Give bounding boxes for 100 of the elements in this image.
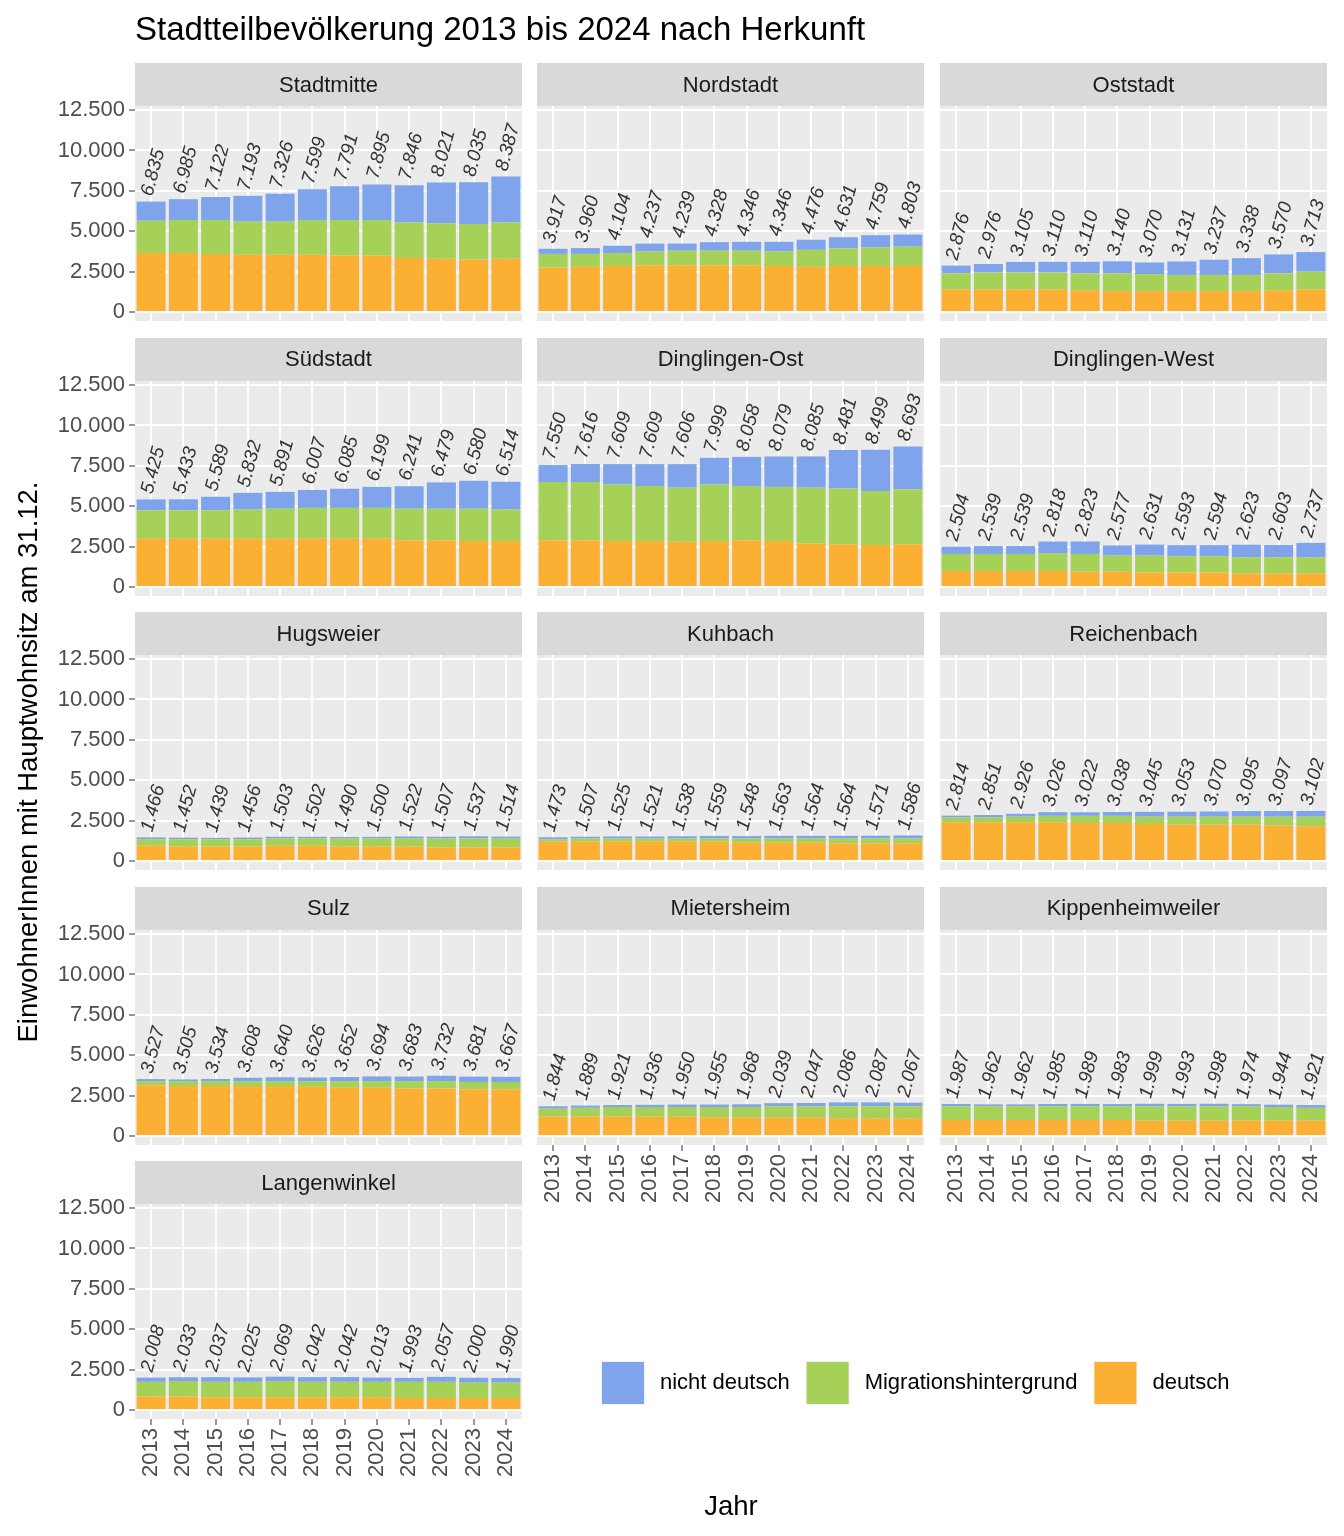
total-label: 3.732	[426, 1019, 459, 1072]
total-label: 1.968	[731, 1048, 765, 1101]
total-label: 1.473	[537, 781, 571, 834]
total-label: 5.433	[168, 443, 201, 496]
y-tick-label: 10.000	[57, 960, 125, 986]
total-label: 1.507	[426, 780, 460, 834]
chart-title: Stadtmitte	[278, 71, 379, 97]
total-label: 1.998	[1198, 1047, 1232, 1100]
chart-title: Oststadt	[1092, 71, 1175, 97]
total-label: 5.589	[200, 440, 234, 493]
total-label: 7.791	[329, 131, 362, 183]
total-label: 1.564	[795, 780, 829, 833]
total-label: 6.007	[297, 433, 331, 486]
total-label: 6.085	[329, 432, 363, 485]
total-label: 6.514	[490, 426, 524, 478]
y-tick-label: 5.000	[69, 491, 125, 517]
total-label: 2.539	[1005, 490, 1039, 543]
total-label: 2.823	[1069, 485, 1103, 539]
legend-label: Migrationshintergrund	[864, 1369, 1078, 1395]
total-label: 3.652	[329, 1021, 363, 1073]
total-label: 1.522	[393, 781, 427, 833]
legend-label: deutsch	[1152, 1369, 1230, 1395]
y-tick-label: 10.000	[57, 685, 125, 711]
x-tick-label: 2014	[571, 1153, 597, 1203]
total-label: 1.987	[940, 1047, 974, 1100]
total-label: 4.237	[634, 187, 668, 241]
total-label: 3.070	[1134, 207, 1168, 259]
y-tick-label: 5.000	[69, 1315, 125, 1341]
total-label: 1.514	[490, 781, 524, 834]
total-label: 7.609	[634, 408, 668, 461]
x-tick-label: 2024	[1296, 1153, 1322, 1203]
x-tick-label: 2019	[330, 1428, 356, 1477]
total-label: 4.328	[699, 186, 732, 239]
x-tick-label: 2013	[539, 1153, 565, 1203]
total-label: 1.921	[1295, 1049, 1329, 1101]
chart-title: Langenwinkel	[261, 1169, 396, 1195]
total-label: 1.571	[860, 780, 893, 833]
total-label: 8.035	[458, 126, 492, 179]
x-tick-label: 2015	[603, 1153, 629, 1203]
total-label: 3.570	[1263, 199, 1297, 251]
total-label: 6.479	[426, 426, 459, 479]
y-tick-label: 12.500	[57, 96, 125, 122]
chart-title: Kuhbach	[687, 620, 774, 646]
total-label: 7.846	[393, 129, 427, 182]
total-label: 2.593	[1166, 489, 1200, 543]
total-label: 3.070	[1198, 756, 1232, 808]
total-label: 3.026	[1037, 756, 1071, 809]
total-label: 3.960	[570, 192, 603, 245]
chart-title: Südstadt	[285, 346, 372, 371]
y-tick-label: 5.000	[69, 1040, 125, 1066]
total-label: 8.499	[860, 393, 894, 446]
y-tick-label: 12.500	[57, 370, 125, 396]
x-tick-label: 2021	[395, 1428, 421, 1477]
x-tick-label: 2019	[732, 1153, 758, 1203]
total-label: 2.851	[972, 760, 1006, 813]
total-label: 3.505	[168, 1023, 201, 1076]
text: EinwohnerInnen mit Hauptwohnsitz am 31.12.	[12, 481, 44, 1043]
y-tick-label: 2.500	[69, 1355, 125, 1381]
total-label: 2.047	[795, 1046, 829, 1100]
total-label: 1.983	[1102, 1048, 1135, 1100]
y-tick-label: 12.500	[57, 919, 125, 945]
total-label: 1.559	[699, 780, 732, 833]
legend-label: nicht deutsch	[660, 1369, 790, 1395]
total-label: 2.000	[458, 1322, 492, 1376]
x-tick-label: 2018	[700, 1153, 726, 1203]
y-tick-label: 2.500	[69, 806, 125, 832]
chart-title: Reichenbach	[1069, 620, 1198, 646]
total-label: 3.038	[1102, 756, 1135, 809]
x-tick-label: 2014	[974, 1153, 1000, 1203]
total-label: 2.631	[1134, 489, 1167, 542]
y-tick-label: 10.000	[57, 411, 125, 437]
total-label: 7.122	[200, 141, 234, 194]
x-tick-label: 2023	[861, 1153, 887, 1203]
total-label: 4.476	[795, 184, 829, 237]
total-label: 1.955	[699, 1048, 732, 1101]
total-label: 3.053	[1166, 756, 1200, 809]
total-label: 8.058	[731, 400, 765, 453]
chart-title: Hugsweier	[276, 620, 381, 646]
total-label: 2.623	[1230, 488, 1264, 542]
total-label: 2.577	[1101, 488, 1136, 543]
total-label: 2.086	[827, 1046, 861, 1100]
chart-title: Dinglingen-Ost	[657, 346, 804, 371]
total-label: 1.456	[232, 782, 266, 834]
x-tick-label: 2018	[1103, 1153, 1129, 1203]
total-label: 4.104	[602, 190, 635, 243]
text: Jahr	[704, 1490, 758, 1522]
total-label: 1.993	[393, 1322, 427, 1375]
total-label: 7.999	[699, 401, 732, 454]
total-label: 3.140	[1102, 205, 1135, 258]
total-label: 3.608	[232, 1021, 266, 1074]
total-label: 3.095	[1231, 755, 1264, 808]
total-label: 6.199	[361, 431, 395, 483]
total-label: 7.895	[361, 129, 395, 181]
total-label: 5.891	[264, 436, 298, 488]
total-label: 1.944	[1263, 1049, 1296, 1101]
total-label: 2.594	[1198, 489, 1232, 543]
total-label: 3.534	[200, 1023, 233, 1075]
x-tick-label: 2016	[1038, 1153, 1064, 1203]
total-label: 3.683	[393, 1020, 427, 1073]
total-label: 2.603	[1263, 489, 1297, 542]
